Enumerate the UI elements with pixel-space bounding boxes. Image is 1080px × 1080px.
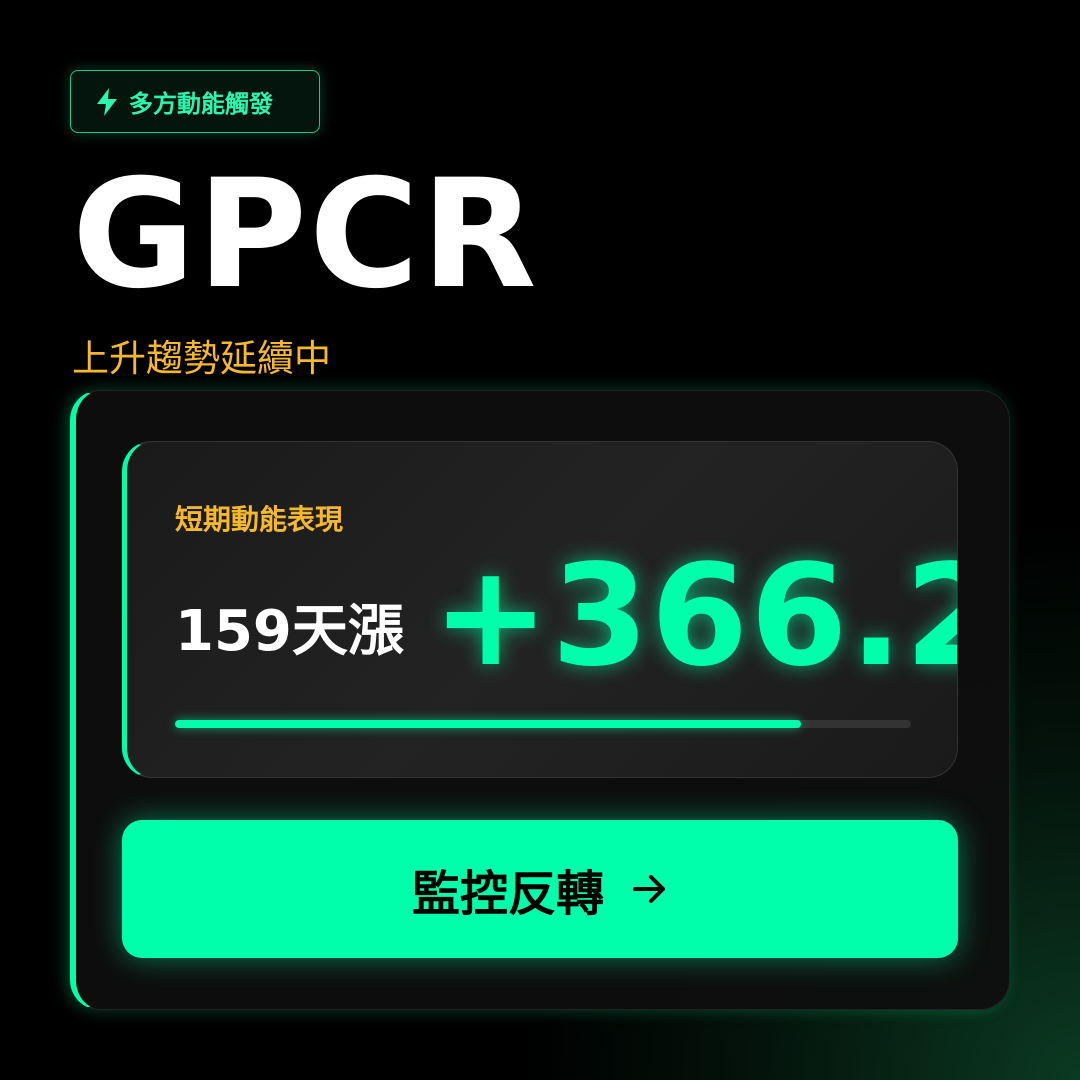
duration: 159天漲 — [175, 599, 404, 664]
progress-fill — [175, 720, 801, 728]
progress-track — [175, 720, 911, 728]
badge: 多方動能觸發 — [70, 70, 320, 133]
ticker: GPCR — [72, 148, 539, 322]
monitor-button[interactable]: 監控反轉 — [122, 820, 958, 958]
arrow-icon — [633, 875, 665, 903]
stat-card: 短期動能表現 159天漲 +366.2% — [122, 441, 958, 778]
change: +366.2% — [432, 535, 957, 698]
bolt-icon — [97, 87, 117, 116]
badge-text: 多方動能觸發 — [129, 90, 273, 118]
stat-label: 短期動能表現 — [175, 503, 344, 536]
subtitle: 上升趨勢延續中 — [72, 337, 331, 380]
button-text: 監控反轉 — [411, 866, 604, 922]
